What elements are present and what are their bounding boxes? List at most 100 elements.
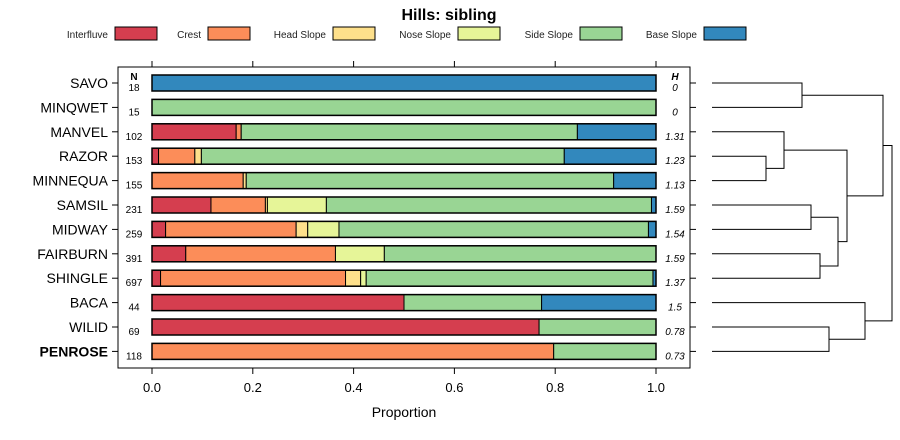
dendrogram-branch [712, 253, 821, 279]
legend-label-2: Head Slope [274, 30, 327, 41]
row-h: 1.13 [665, 181, 685, 192]
bar-segment-crest [151, 172, 244, 190]
dendrogram-branch [712, 155, 767, 182]
row-n: 118 [126, 351, 142, 362]
chart-title: Hills: sibling [401, 7, 496, 24]
bar-segment-side-slope [200, 147, 565, 165]
dendrogram-branch [712, 204, 812, 230]
bar-outline [151, 123, 657, 141]
bar-segment-nose-slope [307, 220, 340, 238]
dendrogram [712, 82, 893, 352]
dendrogram-branch [865, 145, 893, 322]
bar-segment-interfluve [151, 220, 167, 238]
bar-segment-head-slope [295, 220, 309, 238]
bar-row: SAVO 18 0 [70, 74, 696, 94]
bar-rows: SAVO 18 0 MINQWET 15 0 MANVEL 102 1.31 RAZOR 153 1.… [33, 74, 696, 362]
bar-segment-crest [151, 342, 555, 360]
row-n: 102 [126, 132, 143, 143]
row-n: 18 [128, 83, 140, 94]
row-n: 391 [126, 254, 143, 265]
row-label: MIDWAY [52, 221, 109, 237]
bar-segment-interfluve [151, 269, 162, 287]
bar-segment-nose-slope [360, 269, 367, 287]
bar-outline [151, 196, 657, 214]
bar-row: MINNEQUA 155 1.13 [33, 171, 696, 192]
bar-row: SHINGLE 697 1.37 [47, 269, 696, 289]
row-n: 44 [128, 303, 140, 314]
bar-row: MANVEL 102 1.31 [50, 123, 696, 143]
bar-segment-side-slope [245, 172, 615, 190]
legend-swatch-1 [207, 26, 251, 41]
bar-outline [151, 147, 657, 165]
legend-label-1: Crest [177, 30, 201, 41]
bar-segment-base-slope [563, 147, 657, 165]
row-n: 153 [126, 156, 143, 167]
row-label: RAZOR [59, 148, 108, 164]
row-n: 259 [126, 229, 143, 240]
plot-frame [117, 66, 691, 369]
row-label: MINNEQUA [33, 173, 109, 189]
dendrogram-branch [811, 216, 839, 267]
bar-row: BACA 44 1.5 [70, 293, 696, 314]
bar-segment-crest [158, 147, 196, 165]
bar-outline [151, 74, 657, 92]
row-n: 15 [128, 107, 140, 118]
row-label: SAVO [70, 75, 108, 91]
bar-segment-side-slope [151, 98, 657, 116]
bar-segment-side-slope [403, 294, 543, 312]
row-n: 69 [128, 327, 140, 338]
bar-segment-nose-slope [334, 245, 385, 263]
legend-label-5: Base Slope [646, 30, 698, 41]
row-h: 1.31 [665, 132, 684, 143]
row-label: SHINGLE [47, 270, 108, 286]
bar-row: SAMSIL 231 1.59 [57, 196, 696, 216]
row-h: 1.5 [668, 303, 682, 314]
x-tick-label-0: 0.0 [143, 380, 161, 395]
row-h: 1.59 [665, 254, 685, 265]
bar-segment-interfluve [151, 123, 237, 141]
bar-segment-nose-slope [266, 196, 327, 214]
bar-segment-side-slope [553, 342, 657, 360]
bar-segment-crest [160, 269, 347, 287]
bar-outline [151, 269, 657, 287]
dendrogram-branch [802, 94, 884, 197]
bar-segment-side-slope [383, 245, 657, 263]
bar-outline [151, 245, 657, 263]
bar-segment-crest [165, 220, 297, 238]
bar-outline [151, 318, 657, 336]
bar-outline [151, 293, 657, 312]
x-tick-label-2: 0.4 [345, 380, 363, 395]
bar-outline [151, 220, 657, 239]
legend-label-3: Nose Slope [399, 30, 451, 41]
x-tick-label-4: 0.8 [546, 380, 564, 395]
bar-segment-side-slope [365, 269, 654, 287]
bar-segment-base-slope [151, 74, 657, 92]
row-label: MINQWET [40, 99, 108, 115]
bar-segment-side-slope [538, 318, 657, 336]
bar-outline [151, 171, 657, 190]
bar-segment-crest [235, 123, 242, 141]
x-tick-label-3: 0.6 [445, 380, 463, 395]
bar-segment-crest [210, 196, 266, 214]
bar-segment-side-slope [338, 220, 649, 238]
bar-row: FAIRBURN 391 1.59 [37, 245, 696, 265]
n-header: N [130, 72, 137, 83]
bar-segment-interfluve [151, 294, 405, 312]
x-tick-label-1: 0.2 [244, 380, 262, 395]
bar-segment-side-slope [240, 123, 578, 141]
legend-swatch-4 [579, 26, 623, 41]
bar-segment-interfluve [151, 318, 540, 336]
legend: Interfluve Crest Head Slope Nose Slope Side … [67, 26, 747, 41]
row-label: FAIRBURN [37, 246, 108, 262]
row-h: 0 [672, 83, 678, 94]
bar-segment-side-slope [325, 196, 652, 214]
row-label: PENROSE [40, 343, 108, 359]
bar-outline [151, 342, 657, 361]
bar-segment-base-slope [613, 172, 657, 190]
bar-segment-interfluve [151, 196, 212, 214]
legend-label-4: Side Slope [525, 30, 574, 41]
bar-row: WILID 69 0.78 [69, 318, 696, 338]
dendrogram-branch [712, 131, 785, 169]
x-axis-title: Proportion [372, 404, 437, 420]
